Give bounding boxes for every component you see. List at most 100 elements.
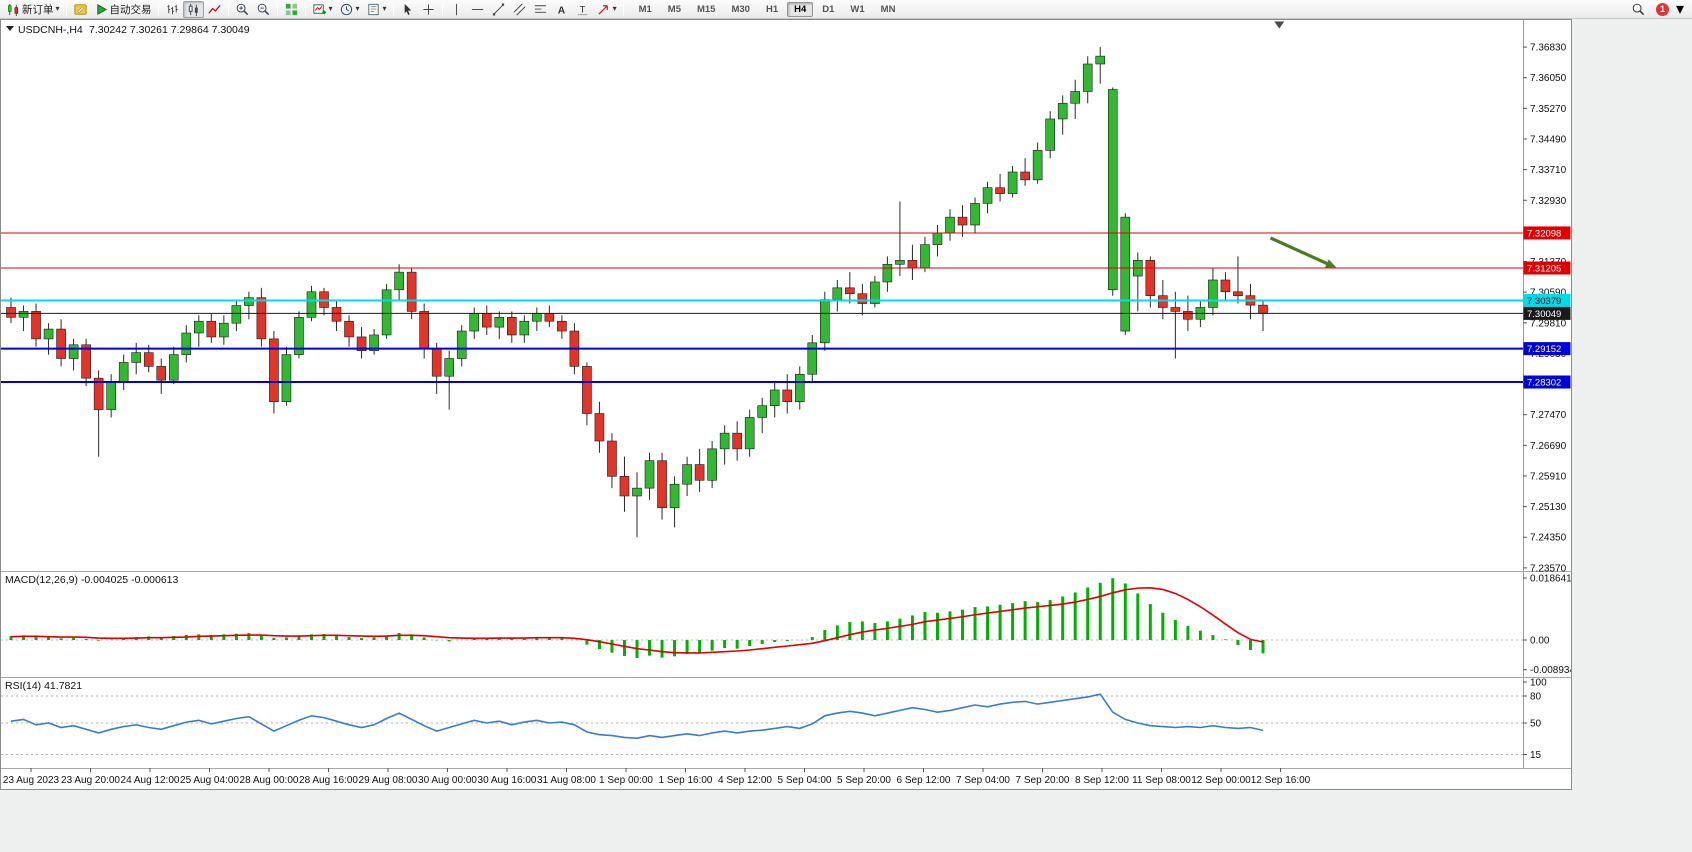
horizontal-line-button[interactable]: [467, 1, 488, 18]
toolbar-separator: [304, 2, 306, 16]
time-axis-label: 4 Sep 12:00: [718, 775, 772, 786]
toolbar-separator: [622, 2, 624, 16]
timeframe-button-m1[interactable]: M1: [638, 3, 652, 15]
bear-candle: [93, 377, 104, 410]
bar-chart-button[interactable]: [162, 1, 183, 18]
price-axis-label: 7.32930: [1530, 196, 1567, 207]
bear-candle: [1233, 291, 1243, 296]
cyan-level-line-price-badge: 7.30379: [1523, 293, 1571, 307]
periods-button[interactable]: ▾: [336, 1, 363, 18]
vertical-line-icon: [449, 2, 464, 17]
line-chart-button[interactable]: [204, 1, 225, 18]
bull-candle: [219, 322, 229, 338]
bear-candle: [31, 311, 41, 340]
text-button[interactable]: A: [551, 1, 572, 18]
templates-button[interactable]: ▾: [363, 1, 390, 18]
candlestick-chart-button[interactable]: [182, 0, 204, 18]
bear-candle: [81, 344, 91, 379]
timeframe-button-m15[interactable]: M15: [696, 3, 716, 15]
timeframe-button-m30[interactable]: M30: [731, 3, 750, 15]
tile-windows-icon: [284, 2, 299, 17]
bull-candle: [719, 432, 730, 450]
text-label-button[interactable]: T: [572, 1, 593, 18]
bear-candle: [957, 216, 968, 226]
arrows-button[interactable]: ▾: [593, 1, 620, 18]
bull-candle: [1045, 118, 1055, 151]
chart-window[interactable]: 7.36830 7.36050 7.35270 7.34490 7.33710 7.329…: [0, 19, 1572, 790]
cursor-button[interactable]: [397, 1, 418, 18]
vertical-line-button[interactable]: [446, 1, 467, 18]
bull-candle: [945, 216, 955, 234]
timeframe-button-w1[interactable]: W1: [850, 3, 865, 15]
blue-support-line-upper-price-badge: 7.29152: [1523, 342, 1571, 356]
metaeditor-button[interactable]: [70, 1, 91, 18]
bull-candle: [168, 354, 179, 381]
equidistant-channel-button[interactable]: [509, 1, 530, 18]
autotrading-button[interactable]: 自动交易: [91, 1, 155, 18]
timeframe-toolbar: M1 M5 M15 M30 H1 H4 D1 W1 MN: [631, 1, 904, 17]
price-axis-label: 7.25130: [1530, 502, 1567, 513]
bull-candle: [870, 281, 880, 304]
bull-candle: [970, 203, 980, 226]
rsi-indicator-label: RSI(14) 41.7821: [5, 680, 82, 692]
new-chart-button[interactable]: ▾: [309, 1, 336, 18]
zoom-in-button[interactable]: [232, 1, 253, 18]
bear-candle: [657, 460, 667, 509]
bear-candle: [1183, 311, 1193, 320]
bull-candle: [1082, 63, 1093, 92]
toolbar-buttons: 新订单 ▾ 自动交易 ▾ ▾ ▾ A T ▾: [3, 0, 627, 18]
chart-shift-marker[interactable]: [1274, 21, 1285, 29]
bear-candle: [1020, 171, 1030, 181]
bull-candle: [68, 344, 79, 359]
zoom-in-icon: [235, 2, 250, 17]
timeframe-button-h4[interactable]: H4: [787, 1, 814, 17]
bear-candle: [344, 320, 354, 338]
search-button[interactable]: [1628, 1, 1649, 18]
timeframe-button-h1[interactable]: H1: [765, 3, 779, 15]
search-icon: [1631, 2, 1646, 17]
bull-candle: [644, 460, 655, 489]
time-axis-label: 11 Sep 08:00: [1132, 775, 1191, 786]
trend-arrow[interactable]: [1269, 236, 1337, 269]
bull-candle: [1107, 89, 1118, 291]
timeframe-button-m5[interactable]: M5: [667, 3, 681, 15]
price-chart[interactable]: 7.36830 7.36050 7.35270 7.34490 7.33710 7.329…: [1, 20, 1571, 789]
fibonacci-button[interactable]: [530, 1, 551, 18]
one-click-trading-toggle[interactable]: [6, 26, 14, 31]
timeframe-button-d1[interactable]: D1: [822, 3, 835, 15]
trendline-button[interactable]: [488, 1, 509, 18]
bull-candle: [369, 334, 379, 351]
time-axis-label: 31 Aug 08:00: [537, 775, 596, 786]
bull-candle: [1095, 55, 1106, 65]
chevron-down-icon: ▾: [55, 4, 60, 13]
timeframe-button-mn[interactable]: MN: [880, 3, 896, 15]
rsi-axis-label: 80: [1530, 692, 1542, 703]
time-axis-label: 12 Sep 00:00: [1191, 775, 1251, 786]
red-resistance-line-lower-price-badge: 7.31205: [1523, 261, 1571, 275]
candlestick-chart-icon: [186, 2, 201, 17]
zoom-out-button[interactable]: [253, 1, 274, 18]
price-axis-label: 7.26690: [1530, 441, 1567, 452]
notification-badge[interactable]: 1: [1655, 2, 1669, 16]
bull-candle: [932, 232, 943, 245]
bear-candle: [331, 307, 342, 322]
time-axis-label: 12 Sep 16:00: [1251, 775, 1311, 786]
main-toolbar: 新订单 ▾ 自动交易 ▾ ▾ ▾ A T ▾ M1 M5 M15 M30 H1 H4 D1 W1 MN 1 ▾: [0, 0, 1692, 19]
bear-candle: [557, 320, 567, 332]
bull-candle: [807, 342, 818, 375]
templates-icon: [366, 2, 381, 17]
periods-icon: [339, 2, 354, 17]
rsi-axis-label: 100: [1530, 678, 1547, 689]
cursor-icon: [400, 2, 415, 17]
crosshair-button[interactable]: [418, 1, 439, 18]
candles: [6, 47, 1268, 538]
rsi-line: [10, 693, 1264, 740]
macd-axis-label: -0.008934: [1530, 665, 1571, 676]
toolbar-overflow-button[interactable]: ▾: [1675, 1, 1684, 18]
toolbar-separator: [227, 2, 229, 16]
rsi-axis-label: 50: [1530, 719, 1542, 730]
tile-windows-button[interactable]: [281, 1, 302, 18]
fibonacci-icon: [533, 2, 548, 17]
bear-candle: [594, 413, 605, 442]
new-order-button[interactable]: 新订单 ▾: [3, 1, 63, 18]
